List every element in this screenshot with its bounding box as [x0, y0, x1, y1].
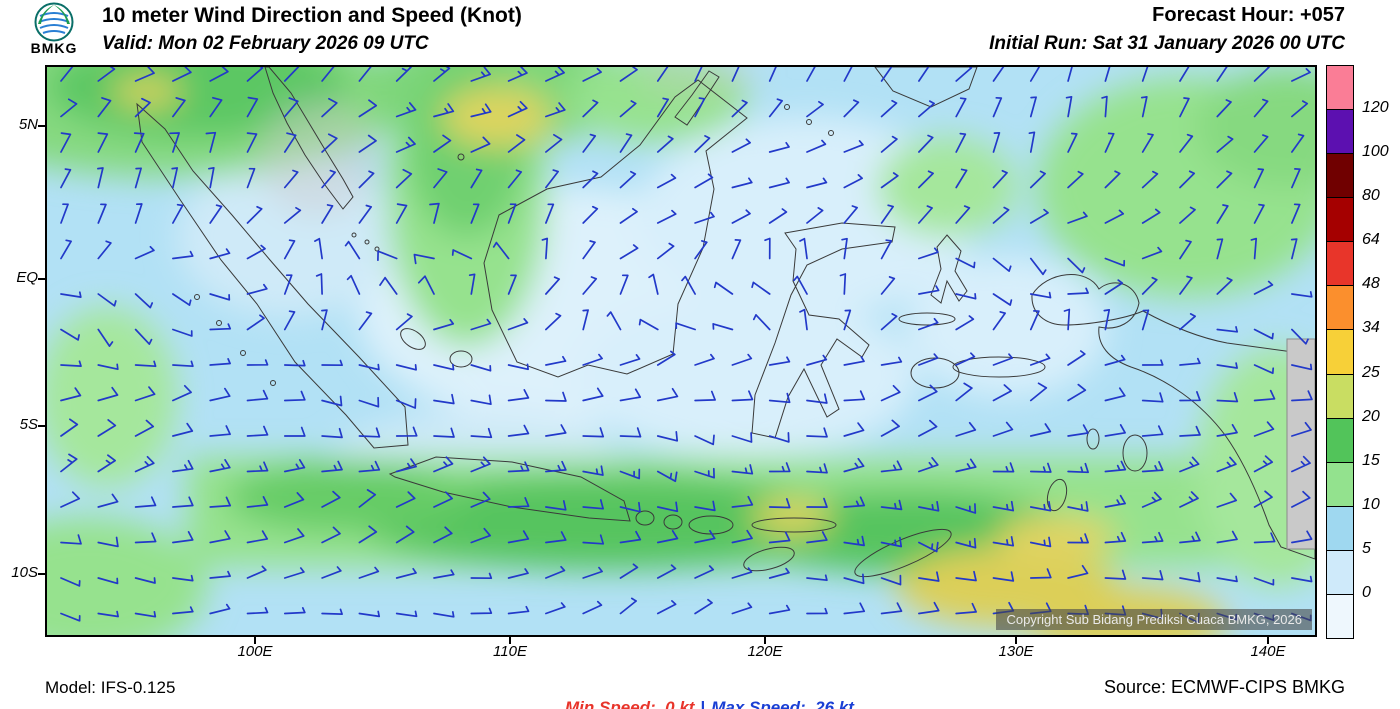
lon-axis-tick [764, 637, 766, 644]
copyright-overlay: Copyright Sub Bidang Prediksi Cuaca BMKG… [996, 609, 1312, 630]
model-label: Model: IFS-0.125 [45, 678, 176, 697]
no-data-patch [1286, 338, 1315, 550]
legend-color-10 [1326, 461, 1354, 507]
legend-color-80 [1326, 153, 1354, 199]
legend-color-15 [1326, 417, 1354, 463]
legend-label-15: 15 [1362, 451, 1380, 469]
lon-label-140E: 140E [1250, 643, 1286, 660]
legend-label-20: 20 [1362, 407, 1380, 425]
legend-label-120: 120 [1362, 99, 1389, 117]
valid-time: Valid: Mon 02 February 2026 09 UTC [102, 33, 429, 54]
lon-axis-tick [254, 637, 256, 644]
lon-axis-tick [1015, 637, 1017, 644]
legend-color-120 [1326, 65, 1354, 111]
lon-label-120E: 120E [747, 643, 783, 660]
legend-label-48: 48 [1362, 275, 1380, 293]
speed-shading-regions [47, 67, 1315, 635]
legend-color-100 [1326, 109, 1354, 155]
legend-label-0: 0 [1362, 583, 1371, 601]
legend-label-100: 100 [1362, 143, 1389, 161]
legend-color-min [1326, 593, 1354, 639]
lon-label-110E: 110E [493, 643, 527, 660]
lat-label-5S: 5S [19, 416, 38, 433]
wind-barb-layer [60, 67, 1313, 624]
bmkg-logo: BMKG [10, 2, 98, 56]
legend-color-34 [1326, 285, 1354, 331]
lat-axis-tick [38, 125, 45, 127]
min-max-speed: Min Speed: 0 kt | Max Speed: 26 kt [546, 678, 854, 709]
legend-label-64: 64 [1362, 231, 1380, 249]
legend-label-80: 80 [1362, 187, 1380, 205]
lat-label-10S: 10S [11, 564, 38, 581]
legend-color-5 [1326, 505, 1354, 551]
lon-label-130E: 130E [998, 643, 1034, 660]
legend-color-0 [1326, 549, 1354, 595]
legend-color-25 [1326, 329, 1354, 375]
max-speed-label: Max Speed: 26 kt [711, 698, 854, 709]
min-speed-label: Min Speed: 0 kt [565, 698, 695, 709]
legend-label-10: 10 [1362, 495, 1380, 513]
lat-axis-tick [38, 425, 45, 427]
bmkg-logo-icon [34, 2, 74, 42]
legend-label-34: 34 [1362, 319, 1380, 337]
legend-label-25: 25 [1362, 363, 1380, 381]
legend-color-20 [1326, 373, 1354, 419]
lat-label-5N: 5N [18, 116, 38, 133]
lon-axis-tick [509, 637, 511, 644]
wind-barbs [60, 67, 1313, 624]
min-max-separator: | [700, 698, 706, 709]
wind-map-canvas [47, 67, 1315, 635]
bmkg-logo-text: BMKG [30, 40, 78, 56]
page-title: 10 meter Wind Direction and Speed (Knot) [102, 4, 522, 27]
lat-axis-tick [38, 573, 45, 575]
wind-map: Copyright Sub Bidang Prediksi Cuaca BMKG… [45, 65, 1317, 637]
wind-speed-legend: 120 100 80 64 48 34 25 20 15 10 5 0 [1326, 65, 1389, 639]
legend-label-5: 5 [1362, 539, 1371, 557]
forecast-hour: Forecast Hour: +057 [1152, 4, 1345, 26]
lon-axis-tick [1267, 637, 1269, 644]
legend-color-48 [1326, 241, 1354, 287]
lat-axis-tick [38, 278, 45, 280]
lon-label-100E: 100E [237, 643, 273, 660]
initial-run: Initial Run: Sat 31 January 2026 00 UTC [989, 33, 1345, 54]
legend-color-64 [1326, 197, 1354, 243]
lat-label-EQ: EQ [16, 269, 38, 286]
source-label: Source: ECMWF-CIPS BMKG [1103, 677, 1345, 697]
